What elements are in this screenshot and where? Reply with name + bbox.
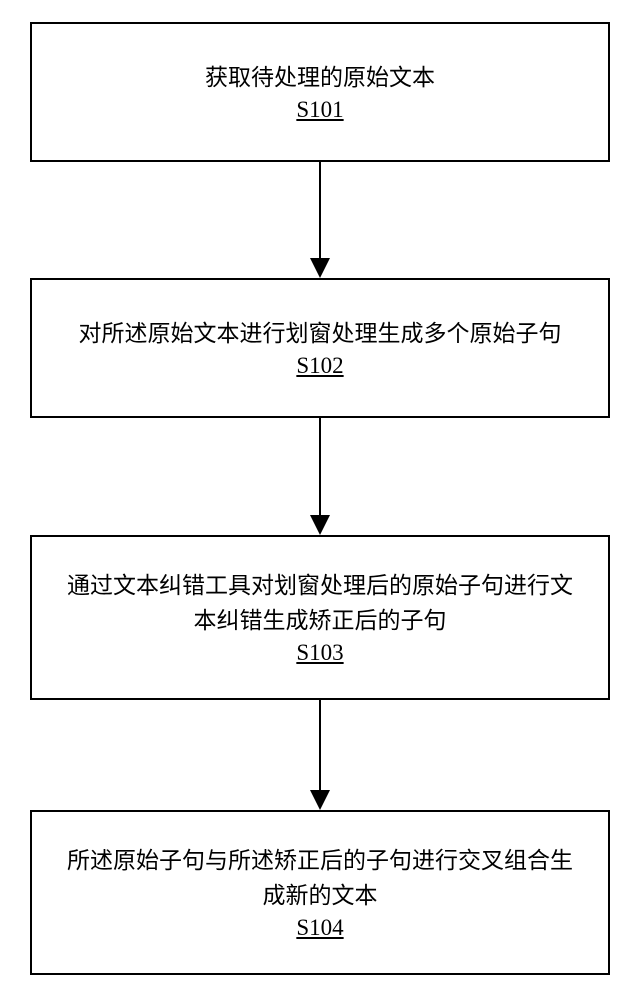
flow-node-s104-id: S104 [296, 915, 343, 941]
flow-node-s104: 所述原始子句与所述矫正后的子句进行交叉组合生成新的文本 S104 [30, 810, 610, 975]
flow-node-s102-id: S102 [296, 353, 343, 379]
flow-node-s103-text: 通过文本纠错工具对划窗处理后的原始子句进行文本纠错生成矫正后的子句 [56, 569, 584, 638]
flow-node-s101: 获取待处理的原始文本 S101 [30, 22, 610, 162]
flow-node-s103: 通过文本纠错工具对划窗处理后的原始子句进行文本纠错生成矫正后的子句 S103 [30, 535, 610, 700]
flow-node-s103-id: S103 [296, 640, 343, 666]
flow-node-s104-text: 所述原始子句与所述矫正后的子句进行交叉组合生成新的文本 [56, 844, 584, 913]
flow-node-s101-text: 获取待处理的原始文本 [205, 61, 435, 96]
flow-node-s101-id: S101 [296, 97, 343, 123]
flow-node-s102: 对所述原始文本进行划窗处理生成多个原始子句 S102 [30, 278, 610, 418]
flow-node-s102-text: 对所述原始文本进行划窗处理生成多个原始子句 [79, 317, 562, 352]
